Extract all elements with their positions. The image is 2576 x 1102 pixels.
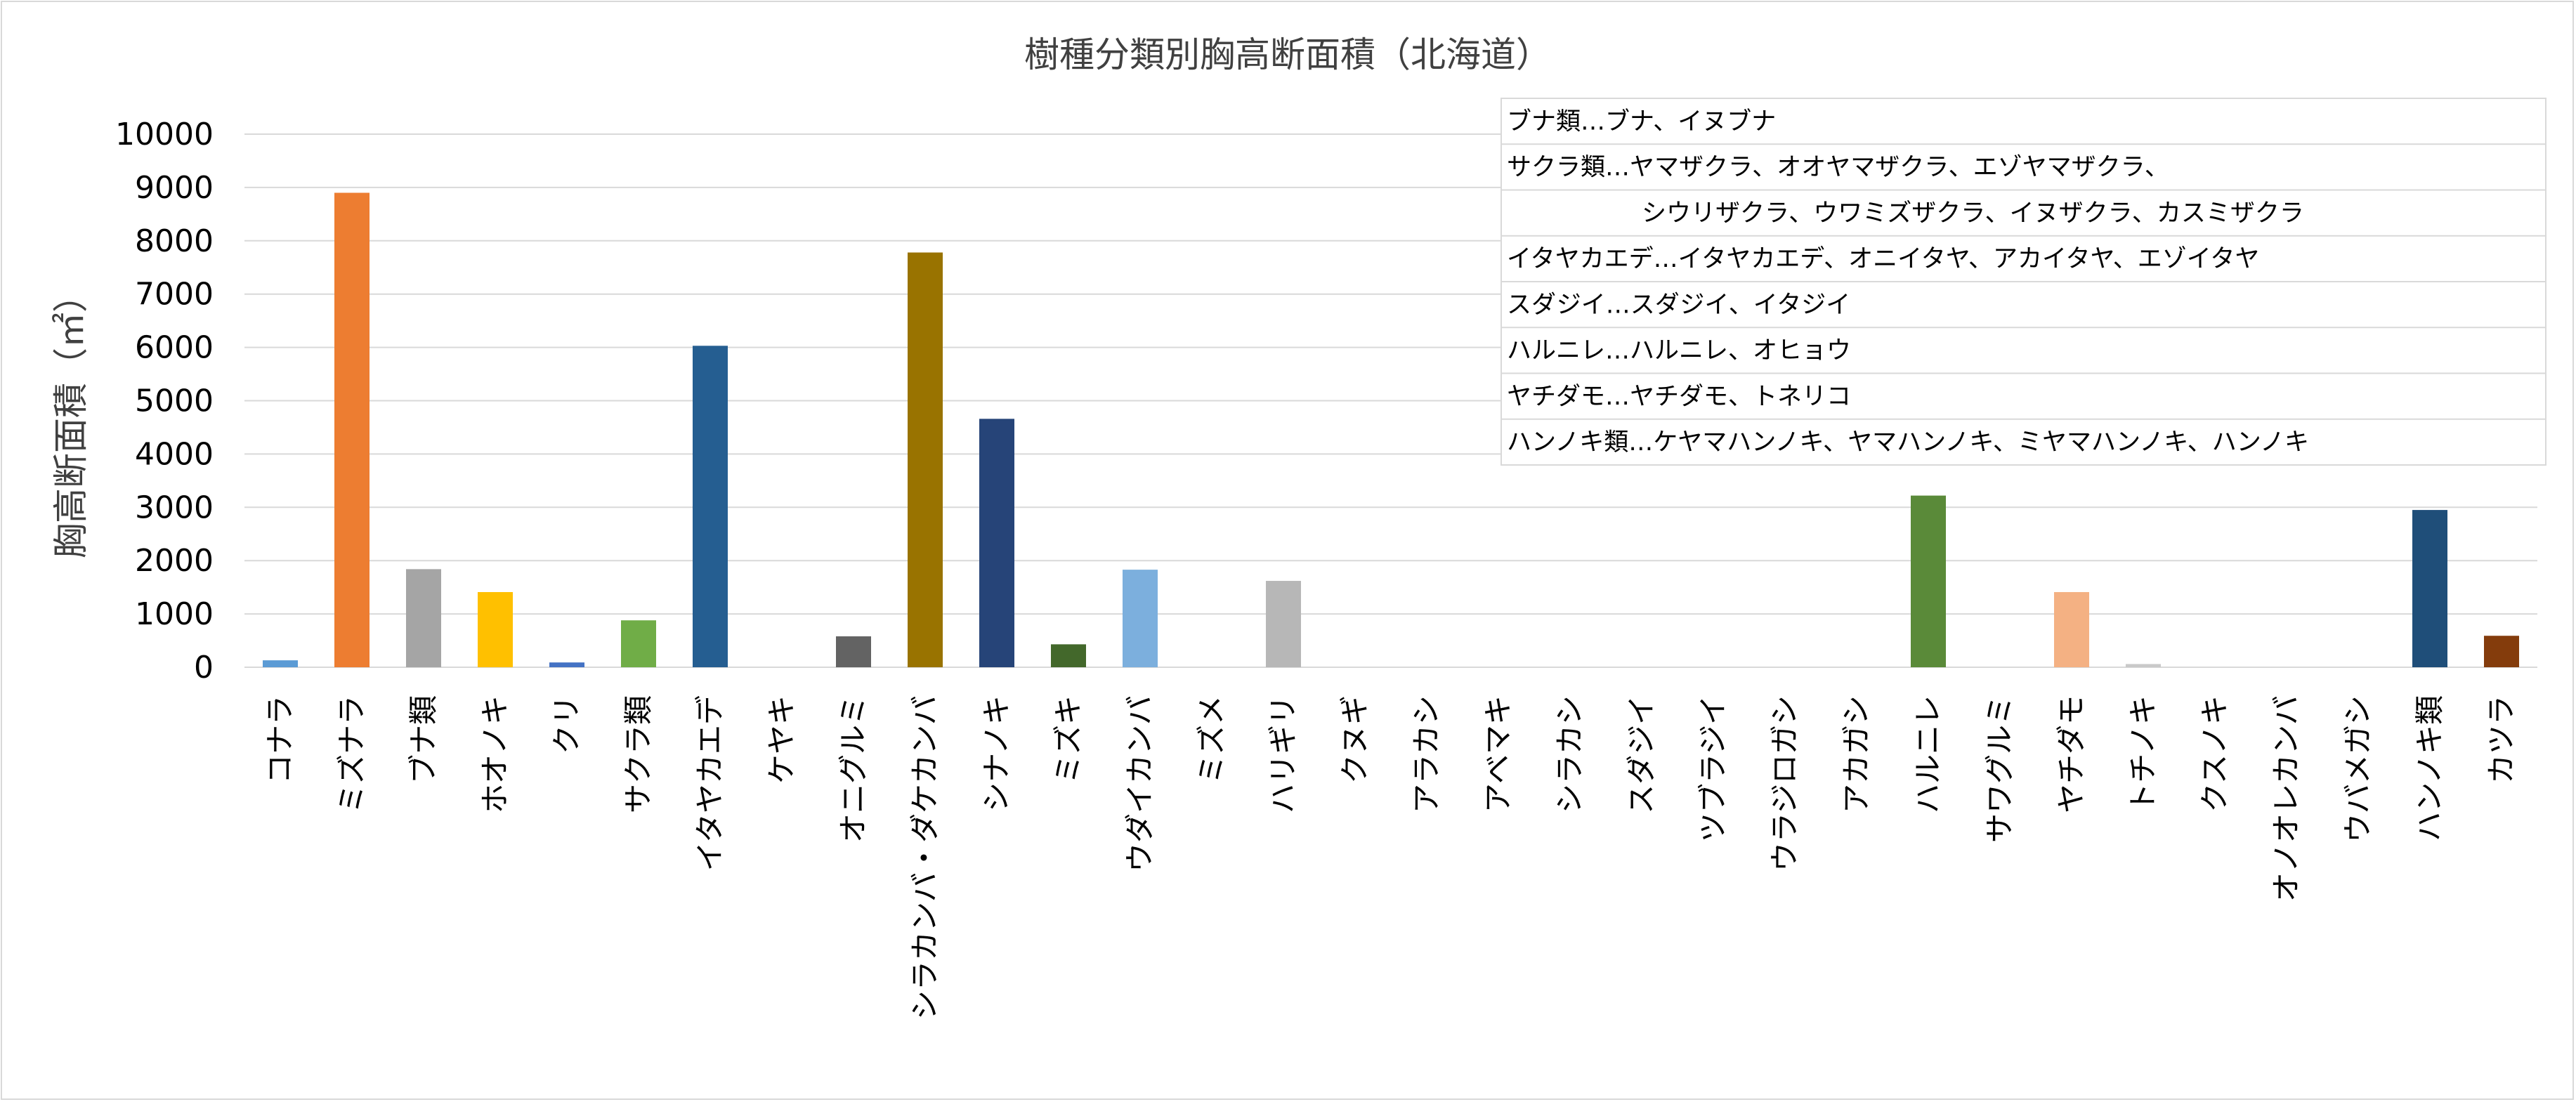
x-tick-label: ウダイカンバ	[1123, 695, 1157, 872]
bar	[478, 591, 513, 667]
legend-note-line: ヤチダモ…ヤチダモ、トネリコ	[1507, 383, 1851, 411]
legend-note-line: イタヤカエデ…イタヤカエデ、オニイタヤ、アカイタヤ、エゾイタヤ	[1507, 245, 2259, 273]
category-labels: コナラ ミズナラ ブナ類 ホオノキ クリ サクラ類 イタヤカエデ ケヤキ オニグルミ シラカンバ・…	[263, 695, 2518, 1020]
x-tick-label: ミズナラ	[334, 695, 369, 813]
x-tick-label: コナラ	[263, 695, 297, 784]
x-tick-label: ウラジロガシ	[1767, 695, 1802, 872]
bar	[693, 346, 728, 667]
y-tick-label: 5000	[135, 383, 214, 419]
x-tick-label: クヌギ	[1338, 695, 1372, 784]
x-tick-label: ミズキ	[1051, 695, 1085, 784]
bar	[263, 660, 298, 667]
x-tick-label: サワグルミ	[1982, 695, 2017, 843]
x-tick-label: イタヤカエデ	[693, 695, 727, 871]
x-tick-label: ヤチダモ	[2054, 695, 2088, 813]
chart-title: 樹種分類別胸高断面積（北海道）	[1024, 34, 1551, 75]
x-tick-label: スダジイ	[1624, 695, 1659, 814]
y-tick-label: 10000	[115, 117, 214, 152]
y-tick-label: 4000	[135, 436, 214, 472]
x-tick-label: アカガシ	[1839, 695, 1874, 813]
bar	[1911, 495, 1946, 667]
x-tick-label: シラカシ	[1552, 695, 1587, 813]
bar	[549, 662, 584, 667]
x-tick-label: ミズメ	[1194, 695, 1229, 784]
x-tick-label: シナノキ	[979, 695, 1014, 812]
legend-note-line: スダジイ…スダジイ、イタジイ	[1507, 291, 1850, 319]
x-tick-label: ハリギリ	[1266, 695, 1300, 813]
x-tick-label: ブナ類	[406, 695, 440, 784]
x-tick-label: ツブラジイ	[1696, 695, 1730, 842]
bar	[2412, 510, 2447, 667]
bar	[621, 620, 656, 667]
bar	[2484, 636, 2519, 667]
x-tick-label: トチノキ	[2126, 695, 2160, 813]
x-tick-label: カツラ	[2484, 695, 2518, 784]
y-tick-label: 7000	[135, 277, 214, 313]
bar	[2054, 591, 2089, 667]
legend-note-line: ブナ類…ブナ、イヌブナ	[1507, 107, 1776, 136]
bar	[908, 252, 943, 667]
bar	[2126, 664, 2161, 667]
y-tick-label: 2000	[135, 543, 214, 579]
bar	[836, 636, 871, 667]
y-tick-label: 6000	[135, 330, 214, 366]
y-tick-label: 8000	[135, 223, 214, 259]
y-tick-label: 9000	[135, 170, 214, 206]
x-tick-label: ケヤキ	[764, 695, 799, 784]
x-tick-label: クリ	[549, 695, 584, 754]
x-tick-label: オニグルミ	[836, 695, 870, 843]
x-tick-label: オノオレカンバ	[2269, 695, 2303, 902]
legend-note-line: ハルニレ…ハルニレ、オヒョウ	[1507, 337, 1851, 365]
legend-note-line: シウリザクラ、ウワミズザクラ、イヌザクラ、カスミザクラ	[1642, 199, 2304, 228]
bars	[263, 192, 2519, 667]
legend-note-line: サクラ類…ヤマザクラ、オオヤマザクラ、エゾヤマザクラ、	[1507, 154, 2169, 182]
bar	[979, 419, 1014, 667]
legend-notes-box: ブナ類…ブナ、イヌブナサクラ類…ヤマザクラ、オオヤマザクラ、エゾヤマザクラ、シウ…	[1501, 98, 2546, 466]
y-tick-label: 0	[194, 650, 214, 686]
x-tick-label: クスノキ	[2197, 695, 2232, 813]
legend-note-line: ハンノキ類…ケヤマハンノキ、ヤマハンノキ、ミヤマハンノキ、ハンノキ	[1507, 428, 2309, 457]
y-tick-label: 3000	[135, 490, 214, 525]
x-tick-label: ウバメガシ	[2341, 695, 2375, 843]
x-tick-label: ハルニレ	[1911, 695, 1945, 813]
y-tick-label: 1000	[135, 596, 214, 632]
x-tick-label: ホオノキ	[478, 695, 512, 813]
x-tick-label: ハンノキ類	[2412, 695, 2447, 841]
bar	[406, 569, 441, 667]
x-tick-label: サクラ類	[621, 695, 655, 813]
bar	[334, 192, 370, 667]
y-tick-labels: 0 1000 2000 3000 4000 5000 6000 7000 8000 9000 100…	[115, 117, 214, 686]
x-tick-label: アラカシ	[1409, 695, 1444, 813]
x-tick-label: シラカンバ・ダケカンバ	[908, 695, 942, 1020]
bar	[1123, 570, 1158, 667]
bar	[1051, 644, 1086, 667]
bar	[1266, 581, 1301, 667]
y-axis-label: 胸高断面積（㎡）	[51, 277, 91, 558]
x-tick-label: アベマキ	[1481, 695, 1515, 813]
